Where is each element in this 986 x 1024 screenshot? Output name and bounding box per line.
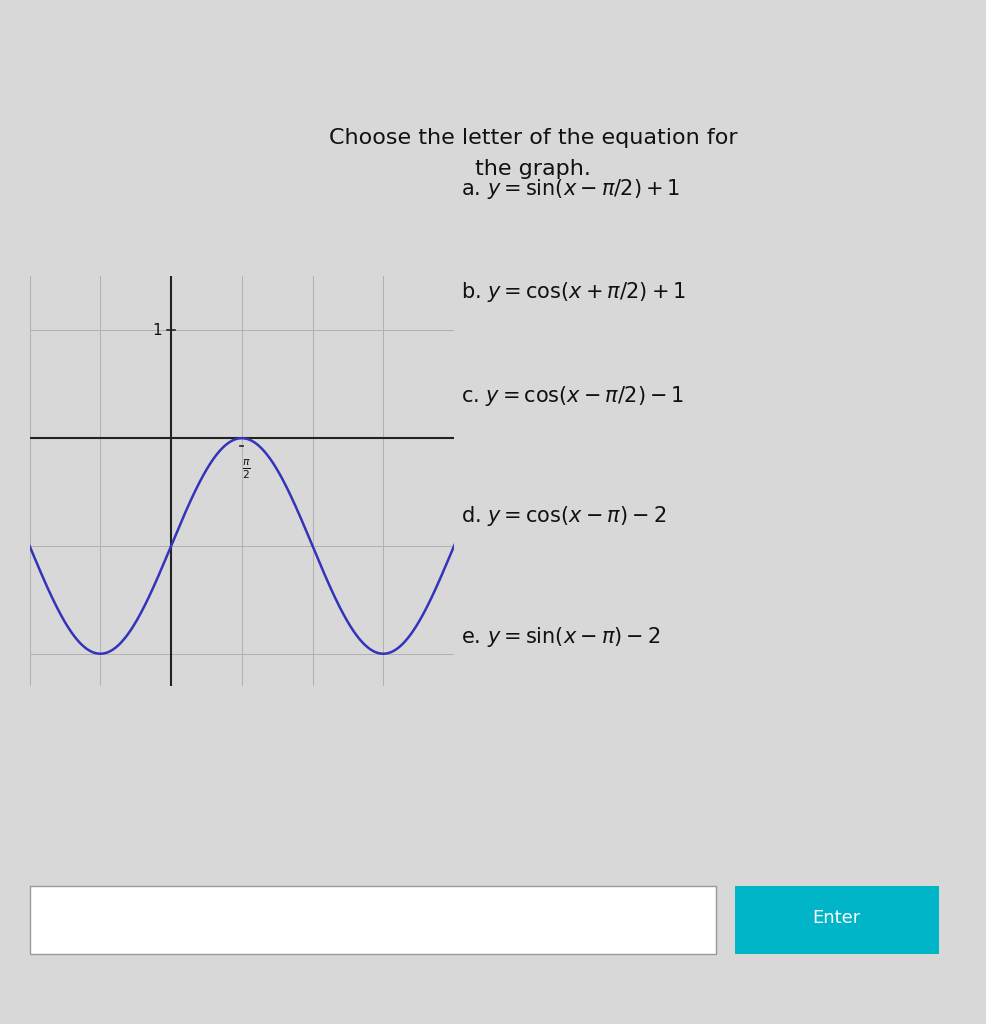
Text: $\frac{\pi}{2}$: $\frac{\pi}{2}$	[242, 458, 250, 481]
FancyBboxPatch shape	[734, 886, 938, 953]
Text: b. $y = \cos(x + \pi/2) + 1$: b. $y = \cos(x + \pi/2) + 1$	[460, 281, 685, 304]
Text: 1: 1	[152, 323, 162, 338]
FancyBboxPatch shape	[30, 886, 716, 953]
Text: Enter: Enter	[811, 908, 860, 927]
Text: the graph.: the graph.	[474, 159, 591, 179]
Text: a. $y = \sin(x - \pi/2) + 1$: a. $y = \sin(x - \pi/2) + 1$	[460, 177, 679, 202]
Text: e. $y = \sin(x - \pi) - 2$: e. $y = \sin(x - \pi) - 2$	[460, 625, 660, 648]
Text: Choose the letter of the equation for: Choose the letter of the equation for	[328, 128, 737, 148]
Text: c. $y = \cos(x - \pi/2) - 1$: c. $y = \cos(x - \pi/2) - 1$	[460, 384, 683, 408]
Text: d. $y = \cos(x - \pi) - 2$: d. $y = \cos(x - \pi) - 2$	[460, 504, 666, 528]
